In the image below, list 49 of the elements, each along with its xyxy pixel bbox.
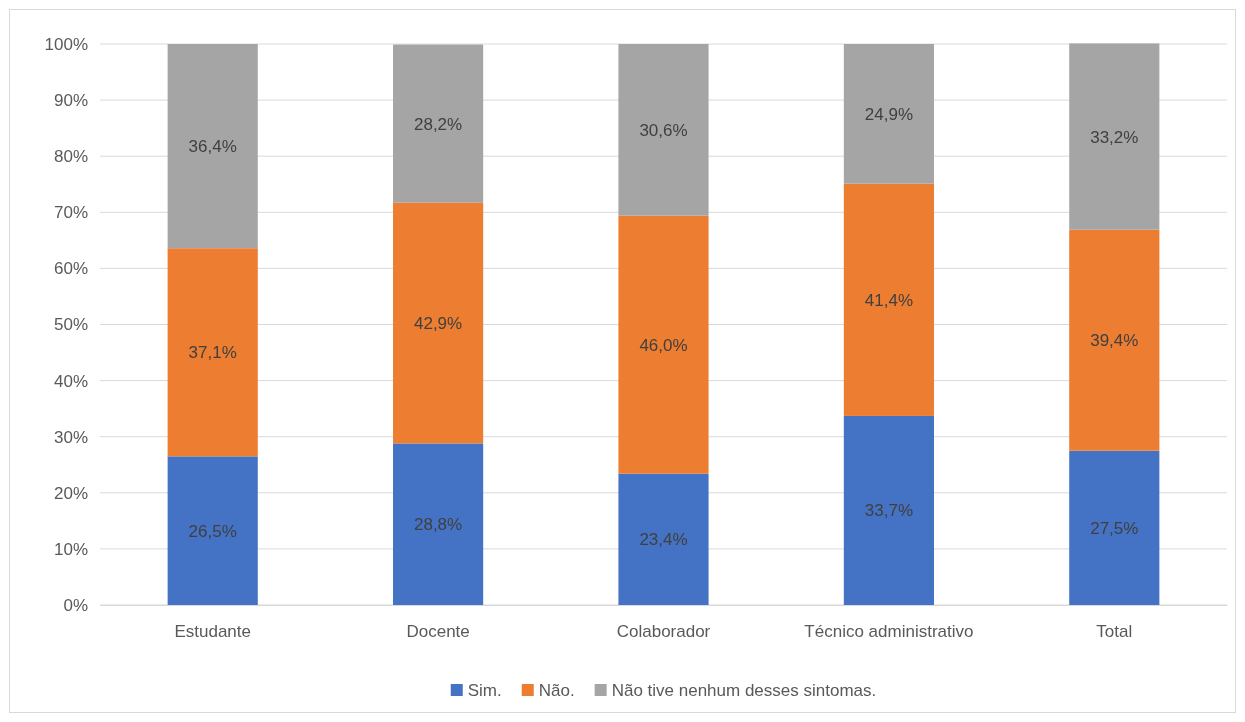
- bar: [393, 202, 484, 444]
- legend-label: Sim.: [467, 680, 502, 700]
- data-label: 42,9%: [414, 314, 463, 334]
- y-tick-label: 70%: [53, 203, 88, 223]
- data-label: 36,4%: [188, 137, 237, 157]
- x-tick-label: Colaborador: [616, 622, 711, 642]
- bar: [843, 415, 934, 605]
- data-label: 27,5%: [1090, 518, 1139, 538]
- y-tick-label: 20%: [53, 483, 88, 503]
- y-tick-label: 40%: [53, 371, 88, 391]
- data-label: 39,4%: [1090, 331, 1139, 351]
- data-label: 30,6%: [639, 120, 688, 140]
- x-tick-label: Docente: [406, 622, 470, 642]
- bar: [1069, 450, 1160, 605]
- x-tick-label: Estudante: [174, 622, 251, 642]
- y-tick-label: 0%: [63, 595, 88, 615]
- data-label: 37,1%: [188, 343, 237, 363]
- data-label: 24,9%: [864, 104, 913, 124]
- data-label: 46,0%: [639, 335, 688, 355]
- legend-label: Não tive nenhum desses sintomas.: [611, 680, 877, 700]
- y-tick-label: 10%: [53, 539, 88, 559]
- bar: [843, 44, 934, 184]
- x-tick-label: Técnico administrativo: [804, 622, 974, 642]
- x-tick-label: Total: [1096, 622, 1133, 642]
- data-label: 28,8%: [414, 515, 463, 535]
- bar: [393, 44, 484, 203]
- bar: [618, 215, 709, 474]
- bar: [1069, 43, 1160, 230]
- data-label: 41,4%: [864, 290, 913, 310]
- y-tick-label: 80%: [53, 147, 88, 167]
- legend-label: Não.: [538, 680, 575, 700]
- bar: [167, 44, 258, 249]
- y-tick-label: 50%: [53, 315, 88, 335]
- y-tick-label: 60%: [53, 259, 88, 279]
- y-tick-label: 100%: [44, 34, 88, 54]
- data-label: 28,2%: [414, 114, 463, 134]
- bar: [843, 183, 934, 416]
- bar: [167, 456, 258, 605]
- y-tick-label: 30%: [53, 427, 88, 447]
- bar: [167, 248, 258, 457]
- bar: [1069, 229, 1160, 451]
- y-tick-label: 90%: [53, 91, 88, 111]
- bar: [618, 473, 709, 605]
- data-label: 26,5%: [188, 521, 237, 541]
- data-label: 33,2%: [1090, 127, 1139, 147]
- data-label: 33,7%: [864, 501, 913, 521]
- bar: [618, 44, 709, 216]
- bar: [393, 443, 484, 605]
- data-label: 23,4%: [639, 530, 688, 550]
